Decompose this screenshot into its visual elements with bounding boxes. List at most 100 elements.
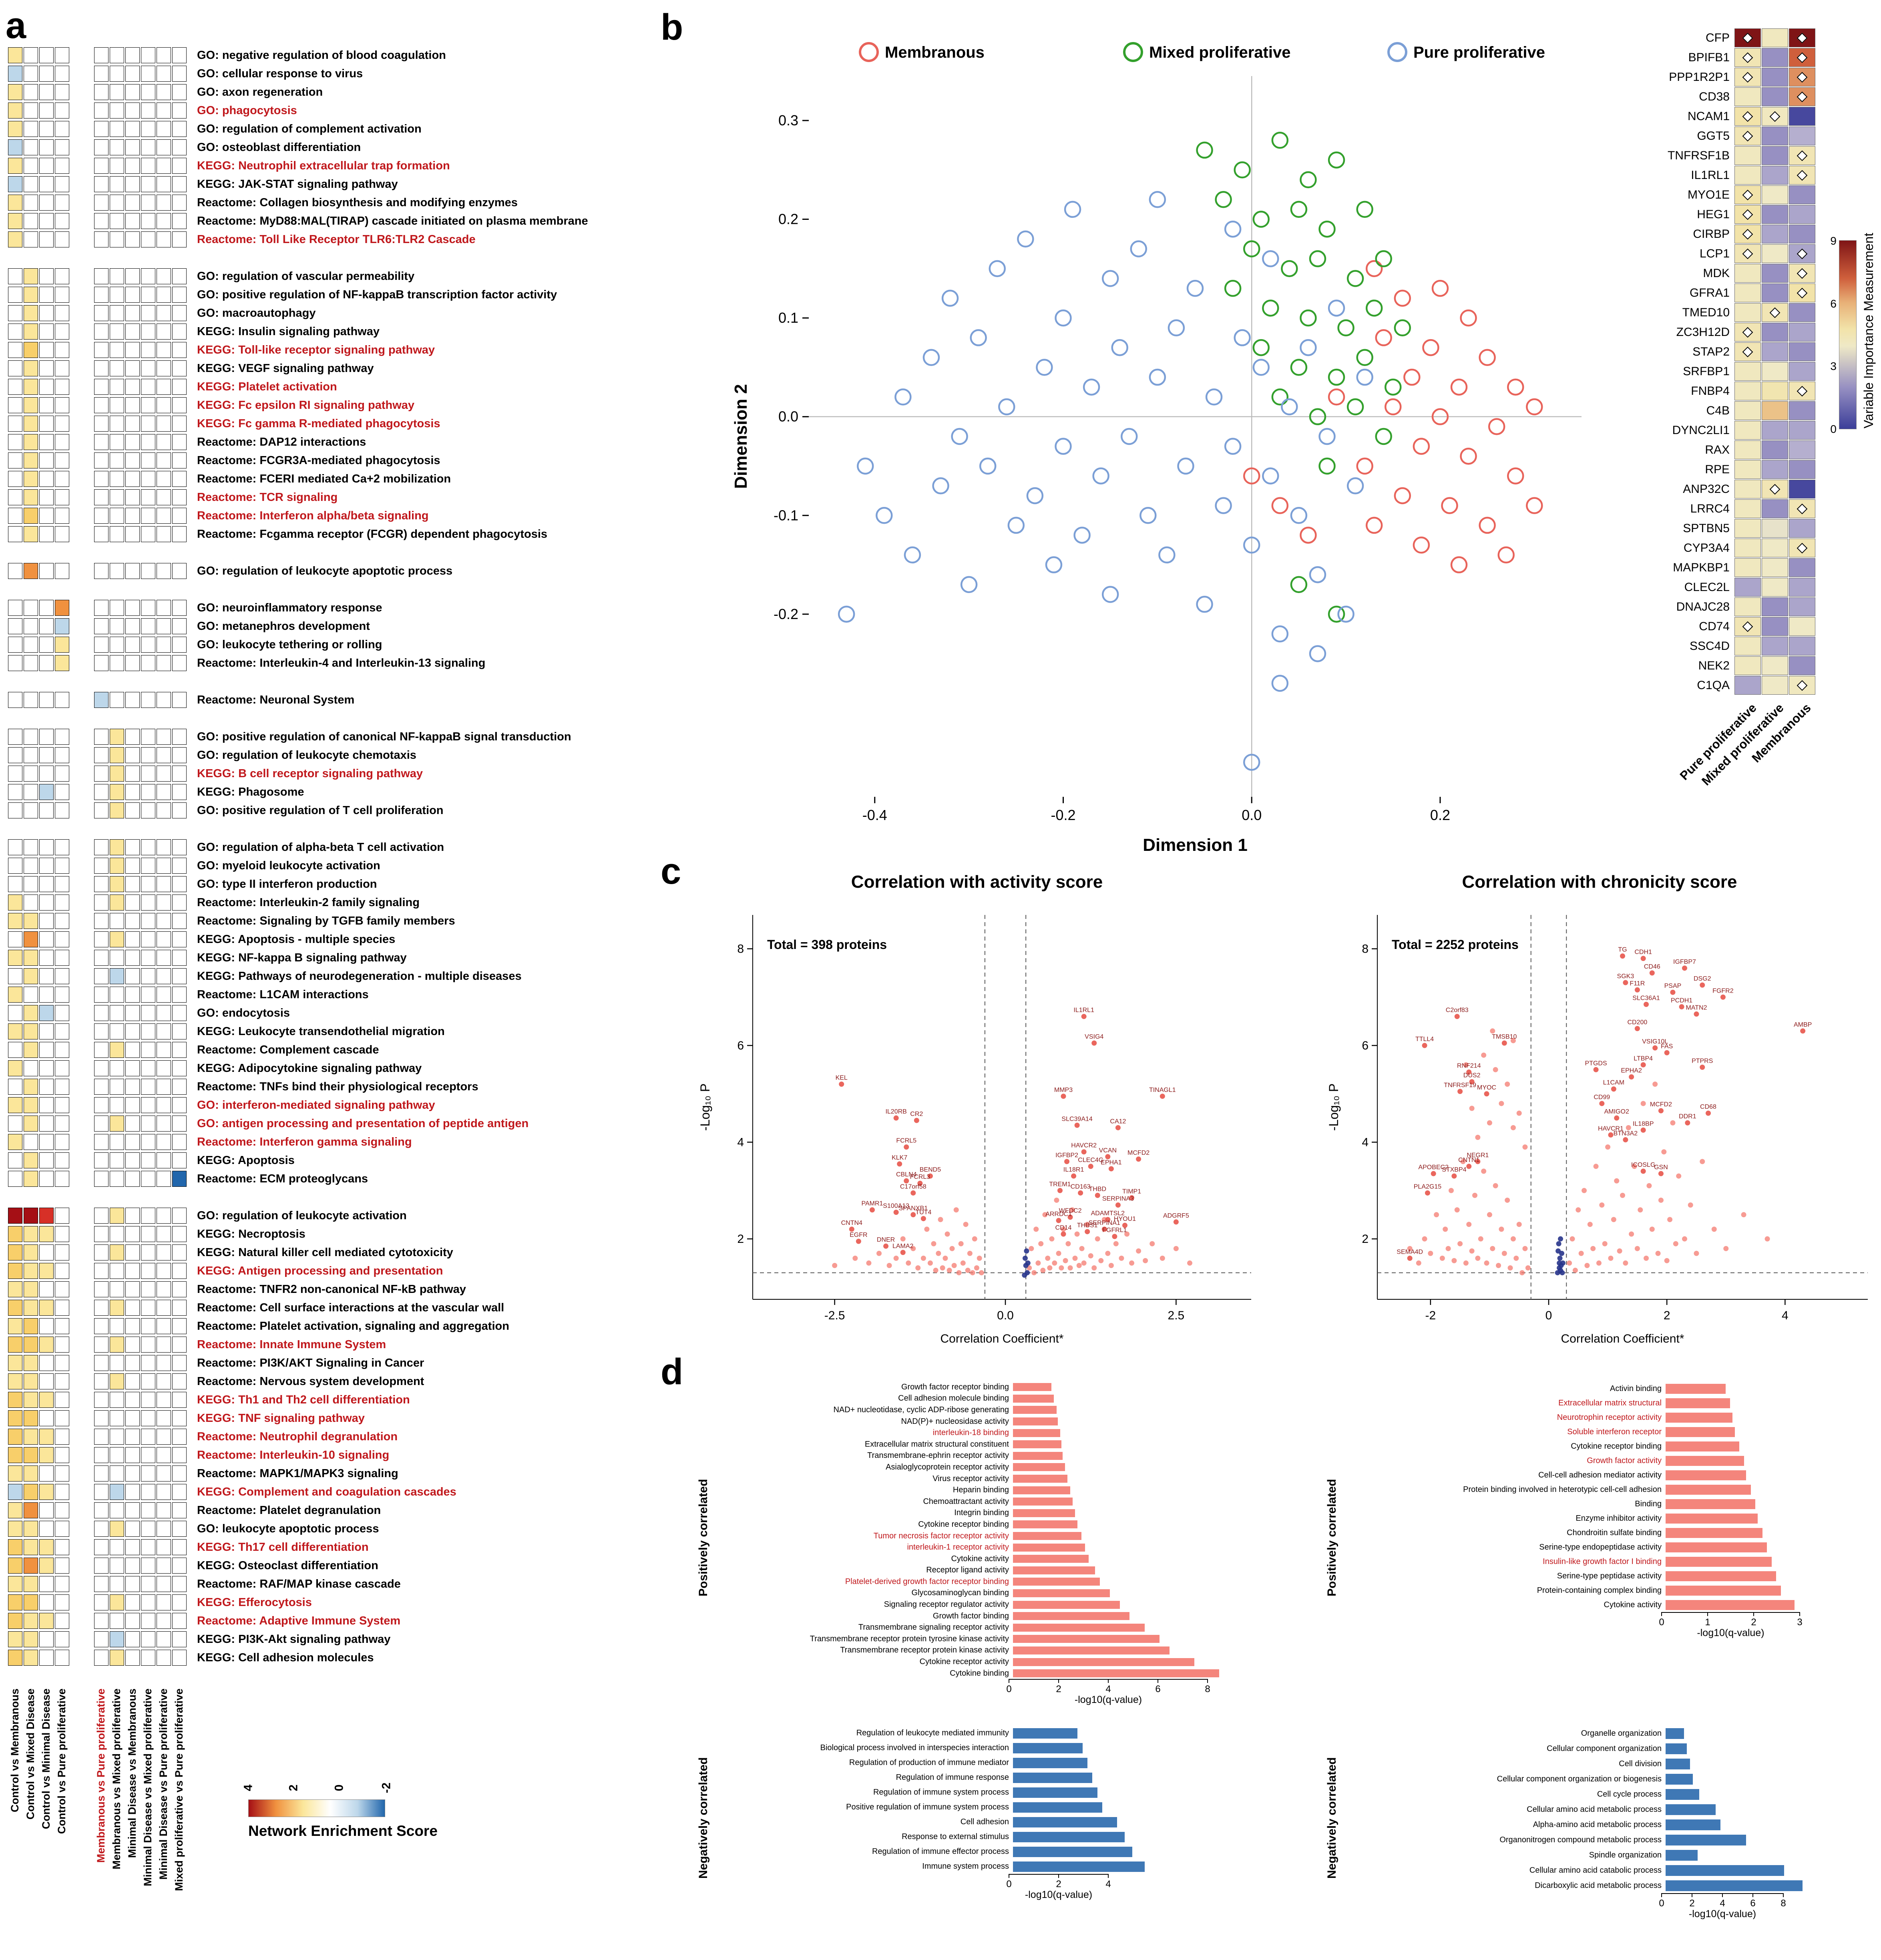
left-comparison-cells <box>8 895 69 911</box>
heatmap-cell <box>141 1116 155 1132</box>
gene-label: IL1RL1 <box>1691 168 1730 182</box>
heatmap-cell <box>55 1484 69 1500</box>
heatmap-cell <box>94 489 109 505</box>
bar-row: Regulation of immune response <box>729 1770 1145 1785</box>
pathway-label: KEGG: Natural killer cell mediated cytot… <box>197 1246 453 1259</box>
importance-cell <box>1789 244 1815 263</box>
heatmap-cell <box>157 1465 171 1482</box>
gene-label: ADGRF5 <box>1163 1212 1189 1219</box>
volcano-point <box>1475 1255 1481 1261</box>
heatmap-cell <box>110 1208 124 1224</box>
heatmap-cell <box>125 324 140 340</box>
heatmap-cell <box>39 987 54 1003</box>
pathway-label: GO: neuroinflammatory response <box>197 601 382 614</box>
importance-diamond-marker <box>1797 248 1808 259</box>
scatter-point <box>1196 595 1213 613</box>
volcano-activity-title: Correlation with activity score <box>851 872 1103 892</box>
bar <box>1666 1585 1781 1596</box>
volcano-labeled-point <box>1081 1014 1087 1019</box>
heatmap-cell <box>94 1594 109 1610</box>
heatmap-cell <box>55 1152 69 1168</box>
bar-category-label: Chondroitin sulfate binding <box>1567 1528 1662 1537</box>
heatmap-cell <box>110 1060 124 1076</box>
heatmap-cell <box>110 968 124 984</box>
heatmap-cell <box>110 139 124 155</box>
importance-diamond-marker <box>1769 111 1781 122</box>
importance-diamond-marker <box>1797 386 1808 396</box>
heatmap-cell <box>39 84 54 100</box>
bar-category-label: Serine-type peptidase activity <box>1557 1571 1662 1580</box>
gene-row: ZC3H12D <box>1602 322 1818 342</box>
heatmap-cell <box>141 1152 155 1168</box>
scatter-point <box>1450 378 1468 396</box>
heatmap-cell <box>172 839 187 855</box>
importance-cell <box>1789 519 1815 538</box>
scatter-point <box>1149 368 1166 386</box>
bar <box>1013 1498 1073 1506</box>
left-comparison-cells <box>8 1337 69 1353</box>
pathway-label: Reactome: TNFs bind their physiological … <box>197 1080 478 1093</box>
heatmap-cell <box>110 931 124 947</box>
heatmap-cell <box>172 637 187 653</box>
gene-label: CA12 <box>1110 1118 1126 1125</box>
heatmap-cell <box>125 913 140 929</box>
gene-row: BPIFB1 <box>1602 48 1818 67</box>
heatmap-cell <box>94 139 109 155</box>
scatter-point <box>1290 507 1308 524</box>
heatmap-cell <box>172 876 187 892</box>
heatmap-cell <box>55 1079 69 1095</box>
heatmap-cell <box>141 1594 155 1610</box>
heatmap-cell <box>8 1134 22 1150</box>
heatmap-cell <box>55 839 69 855</box>
volcano-labeled-point <box>1173 1219 1179 1225</box>
gene-label: DYNC2LI1 <box>1672 423 1730 437</box>
left-comparison-cells <box>8 1447 69 1463</box>
heatmap-cell <box>157 324 171 340</box>
gene-label: VCAN <box>1099 1147 1117 1154</box>
heatmap-cell <box>110 950 124 966</box>
volcano-point <box>893 1255 899 1261</box>
heatmap-cell <box>125 766 140 782</box>
heatmap-cell <box>110 895 124 911</box>
scatter-point <box>1224 438 1242 455</box>
right-comparison-cells <box>94 987 187 1003</box>
x-tick-label: 0.0 <box>997 1309 1014 1322</box>
pathway-label: KEGG: JAK-STAT signaling pathway <box>197 178 398 191</box>
bar-row: Serine-type peptidase activity <box>1357 1569 1795 1583</box>
heatmap-cell <box>157 729 171 745</box>
gene-label: L1CAM <box>1603 1080 1624 1086</box>
heatmap-cell <box>141 1410 155 1426</box>
heatmap-cell <box>55 858 69 874</box>
x-tick-label: -2.5 <box>824 1309 845 1322</box>
pathway-label: KEGG: TNF signaling pathway <box>197 1412 365 1425</box>
heatmap-cell <box>141 618 155 634</box>
heatmap-cell <box>110 416 124 432</box>
axis-tick-label: 4 <box>1105 1684 1111 1695</box>
volcano-point <box>1072 1255 1078 1261</box>
heatmap-cell <box>125 1447 140 1463</box>
volcano-labeled-point <box>1071 1173 1077 1179</box>
heatmap-cell <box>39 1521 54 1537</box>
heatmap-cell <box>157 287 171 303</box>
heatmap-cell <box>141 1373 155 1389</box>
heatmap-cell <box>24 876 38 892</box>
pathway-label: KEGG: Th17 cell differentiation <box>197 1541 369 1554</box>
heatmap-cell <box>172 1373 187 1389</box>
right-comparison-cells <box>94 379 187 395</box>
pathway-label: Reactome: RAF/MAP kinase cascade <box>197 1578 401 1590</box>
bar <box>1013 1578 1100 1586</box>
heatmap-cell <box>125 1005 140 1021</box>
importance-cell <box>1734 244 1761 263</box>
gene-label: TNFRSF1B <box>1667 149 1730 162</box>
heatmap-cell <box>8 1521 22 1537</box>
heatmap-cell <box>141 434 155 450</box>
volcano-point <box>1764 1236 1770 1242</box>
heatmap-cell <box>94 342 109 358</box>
bar <box>1666 1789 1699 1800</box>
volcano-labeled-point <box>1466 1069 1472 1075</box>
bar-row: Integrin binding <box>729 1508 1219 1519</box>
scatter-point <box>1290 576 1308 593</box>
heatmap-cell <box>24 618 38 634</box>
heatmap-cell <box>39 1134 54 1150</box>
heatmap-cell <box>39 1318 54 1334</box>
